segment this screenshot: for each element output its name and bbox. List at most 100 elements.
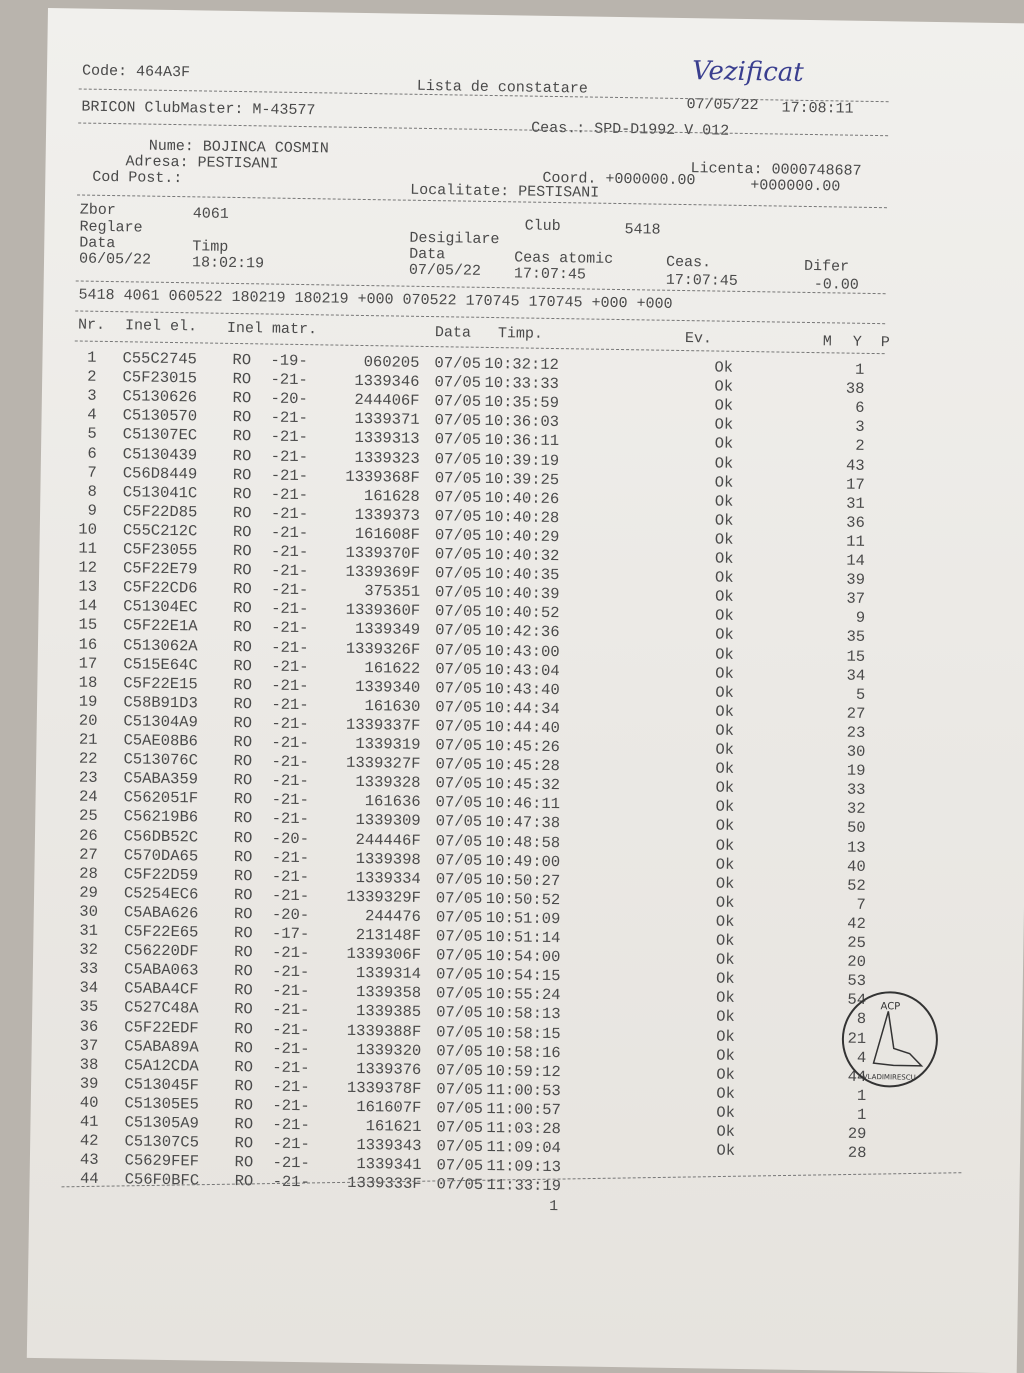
- cell-year: -21-: [270, 580, 309, 600]
- cell-m: 38: [845, 379, 865, 398]
- cell-ev: Ok: [716, 1084, 736, 1103]
- col-data: Data: [434, 324, 472, 342]
- cell-country: RO: [232, 370, 252, 389]
- cell-country: RO: [232, 580, 252, 599]
- cell-inel-matr: 1339385: [355, 1002, 422, 1022]
- cell-year: -21-: [272, 1001, 310, 1020]
- cell-date: 07/05: [436, 1080, 484, 1099]
- cell-m: 2: [855, 437, 865, 456]
- cell-inel-el: C5F22EDF: [124, 1017, 199, 1037]
- cell-ev: Ok: [715, 702, 735, 721]
- cell-time: 10:40:39: [484, 584, 560, 604]
- divider: [78, 122, 889, 137]
- cell-inel-matr: 1339368F: [345, 467, 420, 487]
- cell-m: 29: [847, 1124, 867, 1143]
- cell-inel-matr: 1339309: [355, 811, 421, 831]
- cell-nr: 39: [79, 1074, 99, 1093]
- cell-country: RO: [233, 656, 253, 675]
- cell-inel-matr: 1339358: [355, 983, 422, 1003]
- cell-inel-el: C5254EC6: [123, 884, 199, 904]
- cell-time: 10:54:15: [485, 966, 561, 986]
- cell-m: 15: [846, 647, 866, 666]
- cell-m: 5: [855, 685, 866, 704]
- cell-ev: Ok: [714, 396, 734, 415]
- cell-ev: Ok: [714, 358, 734, 377]
- cell-time: 10:32:12: [484, 354, 560, 375]
- page-number: 1: [549, 1198, 559, 1216]
- cell-m: 39: [846, 570, 866, 589]
- col-inel-matr: Inel matr.: [226, 319, 318, 339]
- cell-time: 10:44:34: [485, 698, 560, 718]
- cell-inel-el: C56219B6: [123, 807, 199, 827]
- ceas-atomic: 17:07:45: [513, 265, 587, 284]
- cell-time: 10:55:24: [485, 985, 561, 1005]
- difer-label: Difer: [803, 257, 850, 276]
- cell-date: 07/05: [435, 755, 483, 775]
- cell-date: 07/05: [434, 487, 482, 507]
- cell-m: 11: [846, 532, 865, 551]
- cell-time: 10:54:00: [485, 947, 561, 967]
- cell-year: -21-: [271, 790, 309, 810]
- cell-date: 07/05: [434, 526, 482, 545]
- cell-date: 07/05: [434, 430, 482, 450]
- cell-ev: Ok: [715, 721, 735, 740]
- cell-inel-el: C527C48A: [124, 998, 199, 1018]
- zbor-label: Zbor: [79, 201, 116, 220]
- cell-year: -21-: [272, 1058, 310, 1077]
- coord2: +000000.00: [750, 177, 841, 196]
- cell-nr: 43: [79, 1150, 99, 1170]
- cell-inel-matr: 1339360F: [345, 601, 421, 621]
- cell-inel-el: C51307C5: [124, 1132, 200, 1152]
- cell-nr: 37: [79, 1036, 99, 1055]
- cell-year: -21-: [271, 848, 310, 867]
- cell-nr: 22: [78, 749, 98, 768]
- cell-year: -21-: [271, 638, 309, 657]
- cell-inel-el: C5F22D85: [122, 502, 198, 522]
- cell-nr: 13: [78, 577, 98, 597]
- cell-ev: Ok: [714, 606, 734, 626]
- cell-m: 1: [854, 360, 865, 379]
- cell-inel-matr: 161608F: [354, 524, 421, 544]
- cell-ev: Ok: [716, 1141, 736, 1161]
- cell-year: -21-: [272, 1134, 310, 1154]
- cell-inel-el: C513045F: [124, 1075, 199, 1095]
- col-timp: Timp.: [497, 325, 544, 343]
- cell-inel-el: C5130626: [122, 387, 198, 407]
- club-stamp: ACP VLADIMIRESCU: [841, 990, 939, 1089]
- cell-year: -21-: [270, 485, 309, 504]
- cell-year: -21-: [272, 1115, 310, 1135]
- cell-ev: Ok: [716, 1046, 735, 1065]
- cell-nr: 18: [78, 673, 98, 692]
- cell-date: 07/05: [435, 774, 483, 794]
- cell-inel-matr: 1339328: [355, 773, 421, 793]
- cell-ev: Ok: [714, 492, 734, 511]
- cell-year: -21-: [271, 752, 309, 772]
- cell-nr: 35: [79, 998, 99, 1017]
- cell-country: RO: [232, 503, 252, 523]
- cell-year: -21-: [271, 714, 309, 734]
- cell-year: -21-: [271, 810, 310, 829]
- cell-country: RO: [234, 1076, 254, 1096]
- cell-date: 07/05: [435, 812, 483, 832]
- cell-inel-el: C5F23055: [122, 540, 198, 560]
- cell-time: 10:49:00: [485, 851, 561, 871]
- cell-inel-matr: 1339341: [356, 1155, 422, 1175]
- col-inel-el: Inel el.: [124, 317, 198, 336]
- cell-inel-el: C51304EC: [123, 597, 198, 617]
- cell-ev: Ok: [715, 645, 734, 664]
- cell-country: RO: [232, 350, 252, 370]
- cell-inel-matr: 1339371: [354, 410, 420, 430]
- cell-country: RO: [233, 847, 253, 866]
- cell-time: 10:51:14: [485, 927, 561, 948]
- cell-m: 19: [846, 761, 866, 781]
- cell-date: 07/05: [435, 736, 483, 755]
- cell-year: -20-: [271, 905, 310, 925]
- cell-country: RO: [232, 389, 252, 408]
- cell-nr: 20: [78, 711, 98, 730]
- cell-time: 10:45:28: [485, 756, 561, 776]
- cell-m: 40: [846, 857, 866, 876]
- cell-ev: Ok: [714, 434, 734, 454]
- cell-ev: Ok: [715, 816, 735, 836]
- difer-value: -0.00: [813, 276, 859, 294]
- cell-inel-matr: 1339334: [355, 868, 421, 888]
